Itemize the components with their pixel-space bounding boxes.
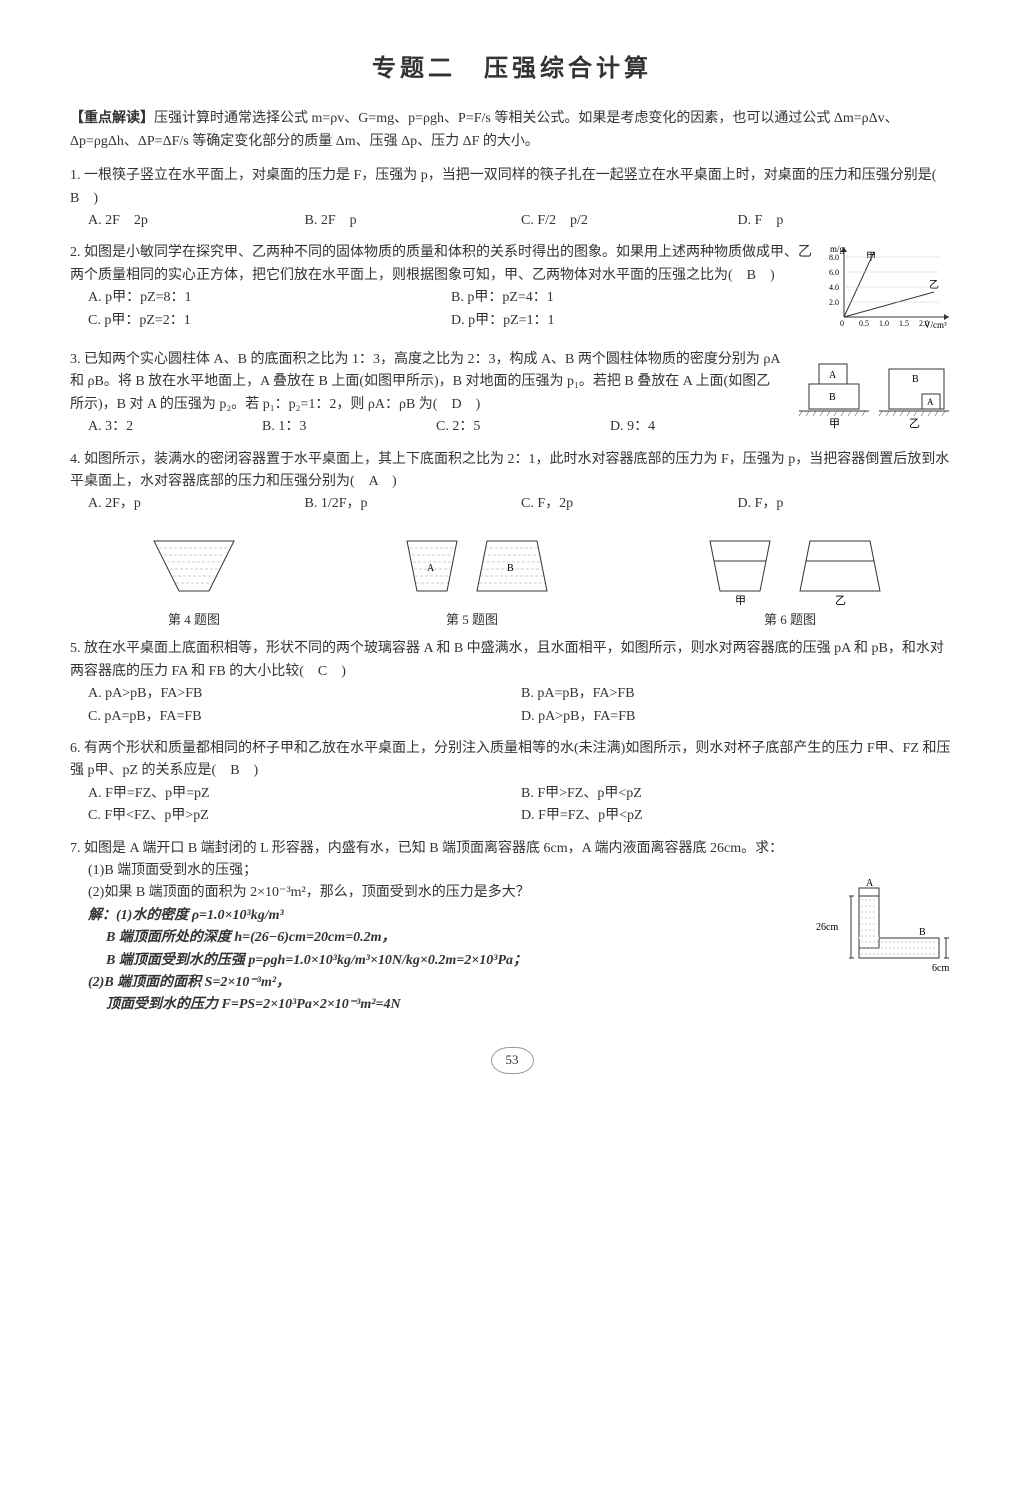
svg-text:2.0: 2.0 — [919, 319, 929, 328]
svg-text:乙: 乙 — [909, 417, 920, 429]
svg-text:甲: 甲 — [735, 595, 746, 606]
q4-opt-a: A. 2F，p — [88, 493, 305, 515]
q4-text: 如图所示，装满水的密闭容器置于水平桌面上，其上下底面积之比为 2：1，此时水对容… — [70, 452, 949, 489]
q3-opt-c: C. 2：5 — [436, 416, 610, 438]
svg-text:6cm: 6cm — [932, 963, 949, 974]
svg-text:8.0: 8.0 — [829, 253, 839, 262]
svg-text:A: A — [927, 397, 934, 407]
q3-options: A. 3：2 B. 1：3 C. 2：5 D. 9：4 — [88, 416, 784, 438]
page-number: 53 — [70, 1047, 954, 1074]
q6-opt-a: A. F甲=FZ、p甲=pZ — [88, 783, 521, 805]
svg-text:B: B — [912, 374, 919, 385]
q5-opt-c: C. pA=pB，FA=FB — [88, 706, 521, 728]
q5-opt-a: A. pA>pB，FA>FB — [88, 683, 521, 705]
svg-text:乙: 乙 — [835, 594, 846, 606]
svg-text:A: A — [866, 878, 874, 889]
svg-text:2.0: 2.0 — [829, 298, 839, 307]
q2-options: A. p甲：pZ=8：1 B. p甲：pZ=4：1 C. p甲：pZ=2：1 D… — [88, 287, 814, 332]
question-7: A B 26cm 6cm 7. 如图是 A 端开口 B 端封闭的 L 形容器，内… — [70, 838, 954, 1017]
q1-text: 一根筷子竖立在水平面上，对桌面的压力是 F，压强为 p，当把一双同样的筷子扎在一… — [70, 168, 950, 205]
svg-text:4.0: 4.0 — [829, 283, 839, 292]
q5-opt-d: D. pA>pB，FA=FB — [521, 706, 954, 728]
q4-opt-b: B. 1/2F，p — [305, 493, 522, 515]
svg-text:B: B — [507, 563, 514, 574]
q3-num: 3. — [70, 352, 81, 367]
fig6-label: 第 6 题图 — [690, 610, 890, 631]
q2-opt-c: C. p甲：pZ=2：1 — [88, 310, 451, 332]
question-6: 6. 有两个形状和质量都相同的杯子甲和乙放在水平桌面上，分别注入质量相等的水(未… — [70, 738, 954, 828]
question-4: 4. 如图所示，装满水的密闭容器置于水平桌面上，其上下底面积之比为 2：1，此时… — [70, 449, 954, 516]
q3-figure-svg: A B 甲 B A 乙 — [794, 349, 954, 429]
q3-opt-d: D. 9：4 — [610, 416, 784, 438]
intro-text: 压强计算时通常选择公式 m=ρv、G=mg、p=ρgh、P=F/s 等相关公式。… — [70, 111, 899, 148]
question-2: m/g V/cm³ 甲 乙 8.0 6.0 4.0 2.0 0 0.5 1.0 … — [70, 242, 954, 339]
svg-text:1.0: 1.0 — [879, 319, 889, 328]
q4-opt-c: C. F，2p — [521, 493, 738, 515]
q2-chart-svg: m/g V/cm³ 甲 乙 8.0 6.0 4.0 2.0 0 0.5 1.0 … — [824, 242, 954, 332]
q3-opt-b: B. 1：3 — [262, 416, 436, 438]
q7-figure: A B 26cm 6cm — [804, 878, 954, 985]
svg-text:甲: 甲 — [829, 418, 840, 429]
q5-options: A. pA>pB，FA>FB B. pA=pB，FA>FB C. pA=pB，F… — [88, 683, 954, 728]
q7-text: 如图是 A 端开口 B 端封闭的 L 形容器，内盛有水，已知 B 端顶面离容器底… — [84, 841, 783, 856]
q1-options: A. 2F 2p B. 2F p C. F/2 p/2 D. F p — [88, 210, 954, 232]
q6-opt-c: C. F甲<FZ、p甲>pZ — [88, 805, 521, 827]
svg-text:B: B — [919, 927, 926, 938]
q6-num: 6. — [70, 741, 81, 756]
svg-text:0: 0 — [840, 319, 844, 328]
question-5: 5. 放在水平桌面上底面积相等，形状不同的两个玻璃容器 A 和 B 中盛满水，且… — [70, 638, 954, 728]
svg-text:A: A — [427, 563, 435, 574]
q6-opt-b: B. F甲>FZ、p甲<pZ — [521, 783, 954, 805]
q2-chart: m/g V/cm³ 甲 乙 8.0 6.0 4.0 2.0 0 0.5 1.0 … — [824, 242, 954, 339]
q1-opt-b: B. 2F p — [305, 210, 522, 232]
q2-opt-a: A. p甲：pZ=8：1 — [88, 287, 451, 309]
q7-sol2b: 顶面受到水的压力 F=PS=2×10³Pa×2×10⁻³m²=4N — [106, 994, 954, 1016]
q3-figure: A B 甲 B A 乙 — [794, 349, 954, 436]
question-3: A B 甲 B A 乙 3. — [70, 349, 954, 439]
q5-num: 5. — [70, 641, 81, 656]
q1-num: 1. — [70, 168, 81, 183]
svg-text:B: B — [829, 392, 836, 403]
fig5: A B 第 5 题图 — [382, 526, 562, 631]
intro-block: 【重点解读】压强计算时通常选择公式 m=ρv、G=mg、p=ρgh、P=F/s … — [70, 108, 954, 153]
q6-options: A. F甲=FZ、p甲=pZ B. F甲>FZ、p甲<pZ C. F甲<FZ、p… — [88, 783, 954, 828]
svg-text:26cm: 26cm — [816, 922, 838, 933]
q3-opt-a: A. 3：2 — [88, 416, 262, 438]
svg-text:1.5: 1.5 — [899, 319, 909, 328]
svg-text:0.5: 0.5 — [859, 319, 869, 328]
q2-opt-d: D. p甲：pZ=1：1 — [451, 310, 814, 332]
figure-row-1: 第 4 题图 A B 第 5 题图 甲 乙 — [70, 526, 954, 631]
question-1: 1. 一根筷子竖立在水平面上，对桌面的压力是 F，压强为 p，当把一双同样的筷子… — [70, 165, 954, 232]
q4-options: A. 2F，p B. 1/2F，p C. F，2p D. F，p — [88, 493, 954, 515]
fig6: 甲 乙 第 6 题图 — [690, 526, 890, 631]
q2-num: 2. — [70, 245, 81, 260]
q5-text: 放在水平桌面上底面积相等，形状不同的两个玻璃容器 A 和 B 中盛满水，且水面相… — [70, 641, 944, 678]
q2-opt-b: B. p甲：pZ=4：1 — [451, 287, 814, 309]
page-title: 专题二 压强综合计算 — [70, 50, 954, 88]
svg-text:甲: 甲 — [866, 252, 876, 263]
q1-opt-d: D. F p — [738, 210, 955, 232]
q4-opt-d: D. F，p — [738, 493, 955, 515]
q5-opt-b: B. pA=pB，FA>FB — [521, 683, 954, 705]
q1-opt-c: C. F/2 p/2 — [521, 210, 738, 232]
svg-text:6.0: 6.0 — [829, 268, 839, 277]
q1-opt-a: A. 2F 2p — [88, 210, 305, 232]
intro-label: 【重点解读】 — [70, 111, 154, 126]
fig4: 第 4 题图 — [134, 526, 254, 631]
svg-text:乙: 乙 — [929, 279, 939, 291]
q7-num: 7. — [70, 841, 81, 856]
fig5-label: 第 5 题图 — [382, 610, 562, 631]
fig4-label: 第 4 题图 — [134, 610, 254, 631]
q3-text: 已知两个实心圆柱体 A、B 的底面积之比为 1：3，高度之比为 2：3，构成 A… — [70, 352, 780, 412]
svg-text:A: A — [829, 370, 837, 381]
q6-text: 有两个形状和质量都相同的杯子甲和乙放在水平桌面上，分别注入质量相等的水(未注满)… — [70, 741, 950, 778]
q6-opt-d: D. F甲=FZ、p甲<pZ — [521, 805, 954, 827]
q2-text: 如图是小敏同学在探究甲、乙两种不同的固体物质的质量和体积的关系时得出的图象。如果… — [70, 245, 812, 282]
q4-num: 4. — [70, 452, 81, 467]
